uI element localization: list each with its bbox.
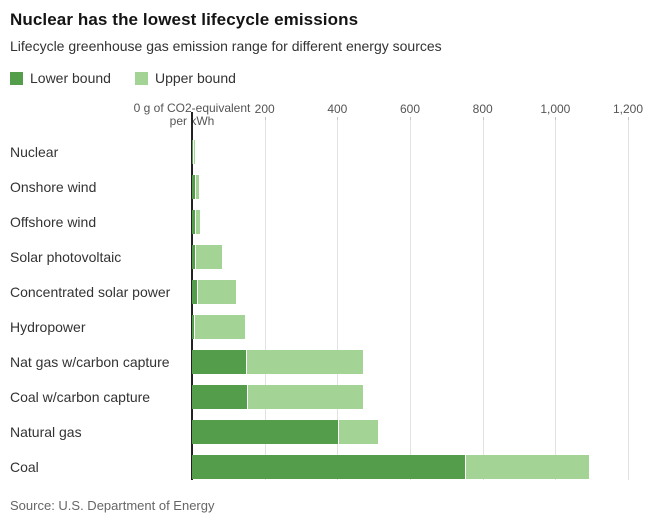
bar-row: Nuclear xyxy=(10,134,640,169)
chart-rows: Nuclear Onshore wind Offshore wind Solar ph… xyxy=(10,134,640,484)
axis-tick-mark xyxy=(410,117,411,134)
upper-bound-bar-segment xyxy=(193,139,195,164)
upper-bound-bar-segment xyxy=(195,209,201,234)
plot-area: Nuclear Onshore wind Offshore wind Solar ph… xyxy=(10,112,640,484)
legend-label: Upper bound xyxy=(154,70,236,86)
axis-tick-mark xyxy=(555,117,557,134)
bar-track xyxy=(192,454,628,479)
bar-row: Nat gas w/carbon capture xyxy=(10,344,640,379)
axis-tick-label: 800 xyxy=(472,102,493,116)
bar-row: Coal w/carbon capture xyxy=(10,379,640,414)
upper-bound-bar-segment xyxy=(338,419,379,444)
legend-item-upper-bound: Upper bound xyxy=(134,70,236,86)
bar-row: Hydropower xyxy=(10,309,640,344)
x-axis-unit-line1: 0 g of CO2-equivalent xyxy=(133,101,251,115)
x-axis-unit-label: 0 g of CO2-equivalent per kWh xyxy=(127,102,257,128)
lower-bound-bar-segment xyxy=(192,174,195,199)
legend-item-lower-bound: Lower bound xyxy=(10,70,111,86)
lower-bound-bar-segment xyxy=(192,419,339,444)
lower-bound-bar-segment xyxy=(192,279,197,304)
category-label: Offshore wind xyxy=(10,213,97,230)
upper-bound-bar-segment xyxy=(246,384,364,409)
bar-row: Solar photovoltaic xyxy=(10,239,640,274)
category-label: Hydropower xyxy=(10,318,86,335)
bar-row: Concentrated solar power xyxy=(10,274,640,309)
bar-track xyxy=(192,209,628,234)
upper-bound-bar-segment xyxy=(196,279,237,304)
lower-bound-bar-segment xyxy=(192,349,246,374)
upper-bound-bar-segment xyxy=(194,174,200,199)
axis-tick-mark xyxy=(482,117,484,134)
bar-track xyxy=(192,349,628,374)
axis-tick-label: 400 xyxy=(327,102,348,116)
lower-bound-bar-segment xyxy=(192,314,195,339)
bar-track xyxy=(192,384,628,409)
lower-bound-bar-segment xyxy=(192,454,466,479)
lower-bound-bar-segment xyxy=(192,244,195,269)
legend-label: Lower bound xyxy=(30,70,111,86)
upper-bound-bar-segment xyxy=(194,244,223,269)
upper-bound-swatch-icon xyxy=(134,71,148,85)
lower-bound-bar-segment xyxy=(192,139,194,164)
bar-track xyxy=(192,314,628,339)
bar-row: Offshore wind xyxy=(10,204,640,239)
axis-tick-label: 1,200 xyxy=(612,102,644,116)
lower-bound-bar-segment xyxy=(192,209,196,234)
bar-row: Onshore wind xyxy=(10,169,640,204)
lower-bound-bar-segment xyxy=(192,384,247,409)
axis-tick-mark xyxy=(264,117,266,134)
bar-row: Natural gas xyxy=(10,414,640,449)
axis-tick-label: 200 xyxy=(254,102,275,116)
axis-tick-label: 600 xyxy=(399,102,421,116)
x-axis-unit-line2: per kWh xyxy=(169,114,215,128)
chart-title: Nuclear has the lowest lifecycle emissio… xyxy=(10,10,359,29)
bar-track xyxy=(192,279,628,304)
chart-subtitle: Lifecycle greenhouse gas emission range … xyxy=(10,38,442,54)
category-label: Concentrated solar power xyxy=(10,283,171,300)
axis-tick-mark xyxy=(628,117,629,134)
bar-track xyxy=(192,174,628,199)
source-note: Source: U.S. Department of Energy xyxy=(10,498,215,513)
category-label: Natural gas xyxy=(10,423,82,440)
category-label: Nuclear xyxy=(10,143,59,160)
category-label: Coal w/carbon capture xyxy=(10,388,151,405)
upper-bound-bar-segment xyxy=(245,349,363,374)
category-label: Solar photovoltaic xyxy=(10,248,122,265)
category-label: Nat gas w/carbon capture xyxy=(10,353,170,370)
axis-tick-mark xyxy=(337,117,339,134)
x-axis: 0 g of CO2-equivalent per kWh 200 400 600 8… xyxy=(134,102,643,134)
axis-tick-label: 1,000 xyxy=(540,102,571,116)
upper-bound-bar-segment xyxy=(194,314,246,339)
lower-bound-swatch-icon xyxy=(10,71,23,85)
category-label: Onshore wind xyxy=(10,178,97,195)
bar-track xyxy=(192,419,628,444)
legend: Lower bound Upper bound xyxy=(10,70,640,86)
bar-row: Coal xyxy=(10,449,640,484)
category-label: Coal xyxy=(10,458,39,475)
bar-track xyxy=(192,244,628,269)
upper-bound-bar-segment xyxy=(465,454,590,479)
bar-track xyxy=(192,139,628,164)
